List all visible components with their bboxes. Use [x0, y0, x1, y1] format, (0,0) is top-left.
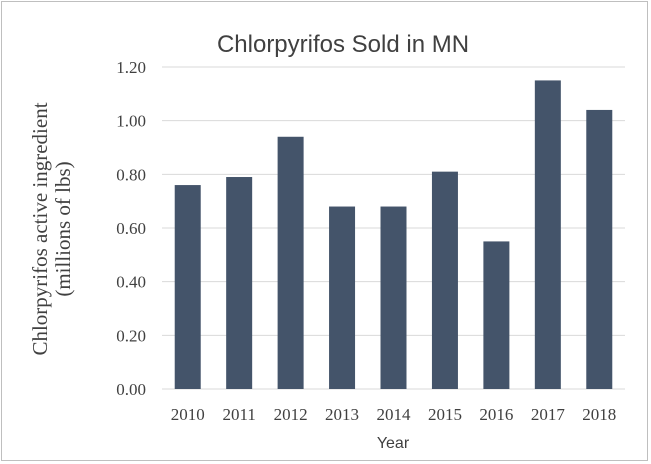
y-tick-label: 1.20 — [116, 58, 146, 77]
chart-title: Chlorpyrifos Sold in MN — [217, 31, 469, 58]
x-tick-label: 2013 — [325, 405, 359, 424]
bar-2017 — [534, 80, 561, 390]
x-tick-label: 2010 — [171, 405, 205, 424]
bar-2018 — [586, 109, 613, 389]
bars — [174, 80, 613, 390]
x-tick-label: 2014 — [377, 405, 412, 424]
y-tick-label: 0.80 — [116, 165, 146, 184]
x-tick-label: 2016 — [479, 405, 513, 424]
bar-2013 — [329, 206, 356, 389]
bar-2016 — [483, 241, 510, 389]
x-tick-label: 2012 — [274, 405, 308, 424]
bar-2014 — [380, 206, 407, 389]
y-tick-label: 1.00 — [116, 112, 146, 131]
y-tick-label: 0.20 — [116, 326, 146, 345]
x-tick-label: 2018 — [582, 405, 616, 424]
y-tick-label: 0.40 — [116, 273, 146, 292]
x-tick-label: 2011 — [222, 405, 255, 424]
y-axis-label-line-2: (millions of lbs) — [51, 161, 75, 296]
y-tick-label: 0.00 — [116, 380, 146, 399]
bar-2015 — [431, 171, 458, 389]
x-tick-label: 2015 — [428, 405, 462, 424]
x-tick-labels: 2010 2011 2012 2013 2014 2015 2016 2017 2018 — [171, 405, 617, 424]
bar-2010 — [174, 185, 201, 389]
y-tick-label: 0.60 — [116, 219, 146, 238]
y-axis-label-line-1: Chlorpyrifos active ingredient — [28, 102, 52, 355]
bar-2012 — [277, 136, 304, 389]
bar-2011 — [226, 177, 253, 389]
y-tick-labels: 0.00 0.20 0.40 0.60 0.80 1.00 1.20 — [116, 58, 146, 399]
x-tick-label: 2017 — [531, 405, 566, 424]
x-axis-label: Year — [377, 435, 410, 452]
